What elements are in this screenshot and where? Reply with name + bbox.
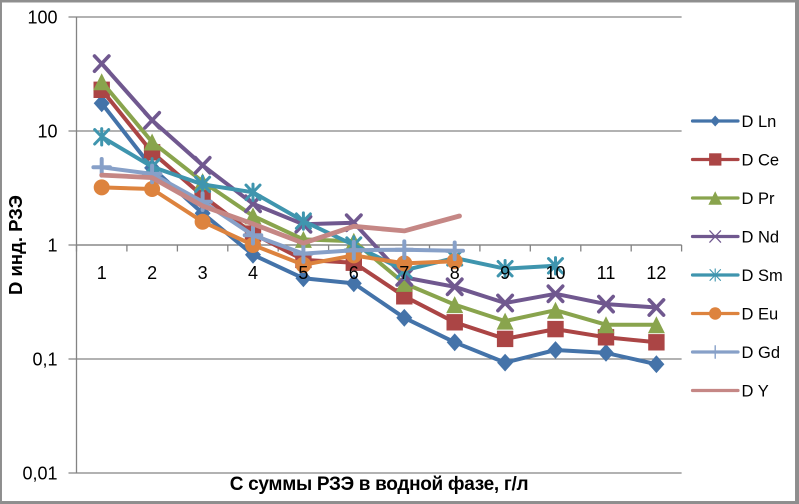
svg-text:D Sm: D Sm	[742, 267, 783, 285]
svg-text:10: 10	[37, 122, 57, 142]
svg-text:1: 1	[97, 263, 107, 283]
svg-text:11: 11	[597, 263, 616, 283]
svg-text:D Nd: D Nd	[742, 228, 780, 246]
svg-text:D Gd: D Gd	[742, 344, 781, 362]
svg-text:D Pr: D Pr	[742, 190, 776, 208]
svg-text:D Ce: D Ce	[742, 151, 780, 169]
svg-text:5: 5	[298, 263, 308, 283]
svg-text:0,1: 0,1	[32, 350, 57, 370]
svg-text:7: 7	[399, 263, 409, 283]
svg-text:D Ln: D Ln	[742, 113, 777, 131]
svg-text:4: 4	[248, 263, 258, 283]
svg-text:D инд. РЗЭ: D инд. РЗЭ	[5, 195, 26, 295]
svg-text:9: 9	[500, 263, 510, 283]
svg-text:100: 100	[27, 8, 57, 28]
svg-text:3: 3	[198, 263, 208, 283]
svg-text:2: 2	[147, 263, 157, 283]
svg-text:С суммы РЗЭ в водной фазе, г/л: С суммы РЗЭ в водной фазе, г/л	[230, 474, 528, 495]
svg-text:1: 1	[47, 236, 57, 256]
svg-text:10: 10	[545, 263, 565, 283]
svg-text:8: 8	[450, 263, 460, 283]
svg-text:6: 6	[349, 263, 359, 283]
svg-text:D Y: D Y	[742, 382, 769, 400]
svg-text:D Eu: D Eu	[742, 305, 779, 323]
svg-text:12: 12	[646, 263, 666, 283]
svg-text:0,01: 0,01	[22, 464, 57, 484]
